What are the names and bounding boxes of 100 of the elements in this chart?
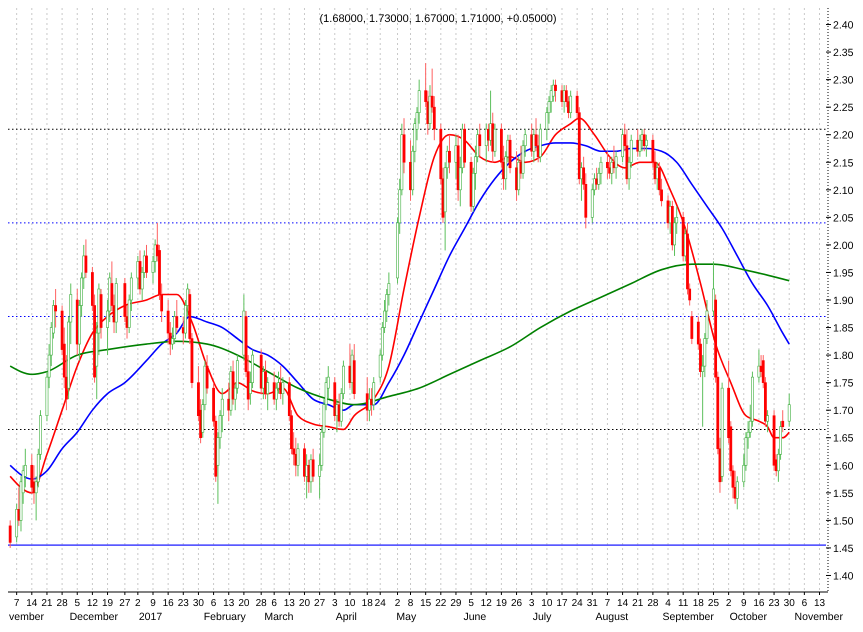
x-tick-label: 23 [768,598,780,609]
x-tick-label: 7 [604,598,611,609]
text: September [662,611,714,623]
x-tick-label: 2 [135,598,142,609]
candlestick [8,520,12,548]
x-tick-label: 21 [632,598,644,609]
y-tick-label: 1.40 [833,570,854,582]
candlestick [606,150,609,180]
candlestick [712,260,715,318]
y-tick-label: 1.60 [833,460,854,472]
candlestick [370,388,373,416]
candlestick [54,288,58,328]
x-tick-label: 3 [332,598,338,609]
x-tick-label: 19 [102,598,114,609]
text: December [70,611,119,623]
candlestick [145,244,148,278]
y-tick-label: 1.85 [833,322,854,335]
text: July [532,611,552,623]
line-series [9,263,790,406]
x-tick-label: 28 [56,598,68,609]
text: August [595,611,628,623]
x-tick-label: 15 [420,598,432,609]
x-tick-label: 20 [298,598,310,609]
candlestick [264,360,267,400]
x-tick-label: 4 [665,598,672,609]
x-tick-label: 10 [344,598,356,609]
x-tick-label: 13 [814,598,826,609]
y-tick-label: 2.25 [833,102,854,114]
x-tick-label: 26 [510,598,523,609]
y-tick-label: 1.45 [833,542,854,555]
x-tick-label: 28 [256,598,268,609]
x-tick-label: 28 [647,598,659,609]
x-tick-label: 27 [314,598,326,609]
x-tick-label: 14 [617,598,629,609]
x-tick-label: 7 [14,598,20,609]
y-tick-label: 1.70 [833,405,854,418]
x-tick-label: 22 [435,598,447,609]
x-tick-label: 23 [178,598,190,609]
candlestick [569,90,572,119]
text: June [463,611,486,623]
candlestick [621,128,624,163]
y-tick-label: 2.35 [833,47,854,60]
candlestick [666,194,670,229]
x-tick-label: 16 [162,598,174,609]
text: March [264,611,294,623]
x-tick-label: 3 [528,598,535,609]
x-tick-label: 30 [784,598,796,609]
x-tick-label: 11 [678,598,689,609]
x-tick-label: 5 [74,598,80,609]
candlestick [614,150,618,180]
x-tick-label: 21 [41,598,53,609]
y-tick-label: 2.05 [833,212,854,224]
x-tick-label: 14 [26,598,38,609]
x-tick-label: 16 [753,598,765,609]
x-tick-label: 8 [408,598,414,609]
x-tick-label: 18 [362,598,374,609]
x-tick-label: 12 [86,598,98,609]
y-tick-label: 1.90 [833,295,854,307]
candlestick [312,448,315,482]
y-tick-label: 2.10 [833,184,854,197]
x-tick-label: 9 [740,598,747,609]
y-tick-label: 1.50 [833,515,854,528]
candlestick [206,354,208,394]
text: October [730,611,768,623]
x-tick-label: 13 [284,598,296,609]
text: November [794,611,844,623]
candlestick [690,310,694,345]
x-tick-label: 17 [556,598,568,609]
x-tick-label: 10 [541,598,553,609]
candlestick [781,410,784,433]
x-tick-label: 27 [119,598,131,609]
y-tick-label: 1.65 [833,432,854,445]
candlestick [84,238,88,278]
text: February [204,611,247,623]
chart-title: (1.68000, 1.73000, 1.67000, 1.71000, +0.05000) [319,13,557,25]
x-tick-label: 19 [496,598,508,609]
text: vember [9,611,45,623]
x-tick-label: 6 [210,598,217,609]
y-tick-label: 1.95 [833,267,854,280]
y-tick-label: 2.15 [833,157,854,170]
candlestick [296,442,300,477]
x-tick-label: 6 [802,598,808,609]
candlestick [644,134,648,158]
text: April [336,611,357,623]
candlestick [281,376,284,406]
text: 2017 [138,611,162,623]
x-tick-label: 31 [586,598,598,609]
y-tick-label: 1.55 [833,488,854,500]
y-tick-label: 2.30 [833,74,854,87]
x-tick-label: 12 [480,598,492,609]
y-tick-label: 2.40 [833,20,854,32]
candlestick [175,300,178,334]
y-tick-label: 1.75 [833,378,854,390]
x-tick-label: 2 [726,598,732,609]
x-tick-label: 9 [150,598,156,609]
candlestick [494,123,496,158]
y-tick-label: 1.80 [833,350,854,362]
x-tick-label: 25 [708,598,720,609]
x-tick-label: 13 [223,598,235,609]
x-tick-label: 2 [394,598,401,609]
